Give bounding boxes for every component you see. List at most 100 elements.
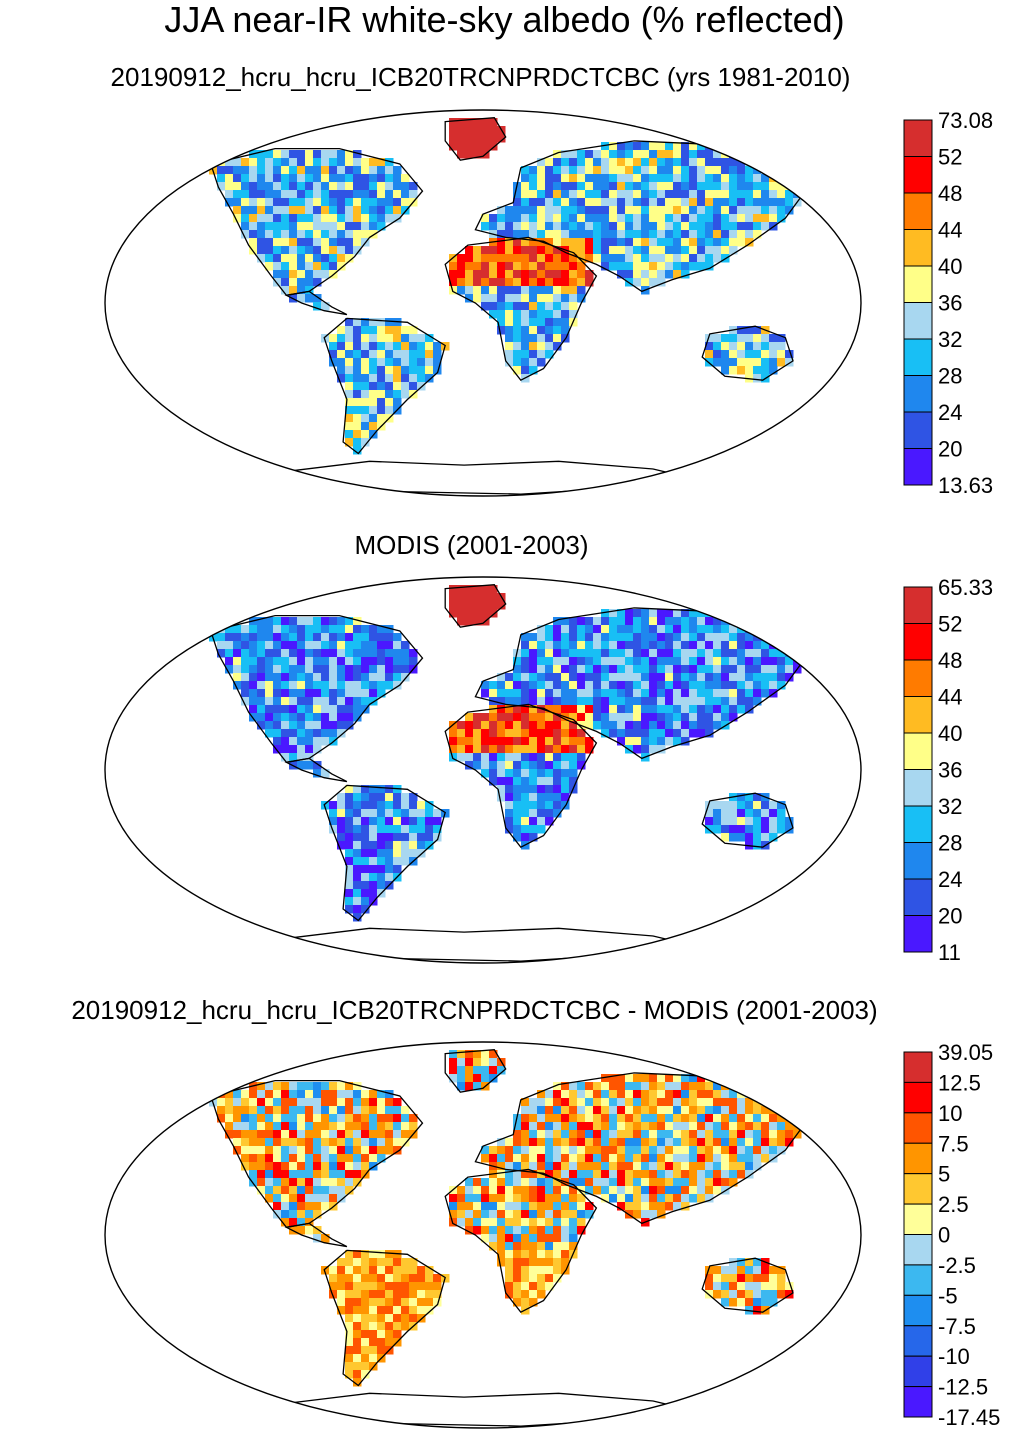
figure-title: JJA near-IR white-sky albedo (% reflecte… (164, 0, 845, 40)
colorbar-label: -10 (938, 1344, 970, 1369)
colorbar-label: 32 (938, 327, 962, 352)
coastline-north-america (209, 614, 424, 764)
panel-1-map: 73.08 52 48 44 40 36 32 28 24 20 13.63 (104, 108, 993, 498)
colorbar-swatch (903, 1234, 933, 1266)
coastline-europe-asia (474, 140, 809, 293)
panel-2-map: 65.33 52 48 44 40 36 32 28 24 20 11 (104, 575, 993, 965)
colorbar-swatch (903, 623, 933, 661)
coastline-greenland (444, 1049, 507, 1093)
colorbar-swatch (903, 411, 933, 449)
colorbar-swatch (903, 1051, 933, 1083)
colorbar-swatch (903, 878, 933, 916)
colorbar-swatch (903, 696, 933, 734)
colorbar-label: -2.5 (938, 1253, 976, 1278)
colorbar-swatch (903, 1081, 933, 1114)
colorbar-label: -12.5 (938, 1375, 988, 1400)
map-data-grid (209, 585, 810, 922)
panel-3-subtitle: 20190912_hcru_hcru_ICB20TRCNPRDCTCBC - M… (71, 995, 878, 1025)
map-data-grid (209, 118, 810, 455)
coastline-europe-asia (474, 1072, 809, 1225)
coastline-africa (444, 236, 598, 382)
coastline-south-america (323, 317, 446, 455)
colorbar-label: 48 (938, 181, 962, 206)
colorbar: 39.05 12.5 10 7.5 5 2.5 0 -2.5 -5 -7.5 -10 -12.5 -17… (903, 1040, 1000, 1430)
coastline-central-america (284, 290, 348, 316)
colorbar-swatch (903, 1264, 933, 1296)
coastline-central-america (284, 757, 348, 783)
colorbar-label: 7.5 (938, 1131, 969, 1156)
colorbar-label: -5 (938, 1283, 958, 1308)
coastline-south-america (323, 1249, 446, 1387)
colorbar-label: 10 (938, 1101, 962, 1126)
colorbar-label: 13.63 (938, 473, 993, 498)
colorbar-label: 28 (938, 831, 962, 856)
colorbar-swatch (903, 375, 933, 413)
colorbar-label: 44 (938, 218, 962, 243)
colorbar-swatch (903, 1386, 933, 1418)
colorbar-swatch (903, 1142, 933, 1175)
panel-2-subtitle: MODIS (2001-2003) (354, 530, 589, 560)
colorbar-label: 36 (938, 758, 962, 783)
colorbar-swatch (903, 1355, 933, 1388)
colorbar-swatch (903, 119, 933, 157)
colorbar-label: 20 (938, 904, 962, 929)
panel-3-map: 39.05 12.5 10 7.5 5 2.5 0 -2.5 -5 -7.5 -10 -12.5 -17… (104, 1040, 1000, 1430)
colorbar-swatch (903, 302, 933, 340)
colorbar-label: 11 (938, 940, 961, 965)
coastline-central-america (284, 1222, 348, 1248)
panel-1-subtitle: 20190912_hcru_hcru_ICB20TRCNPRDCTCBC (yr… (110, 62, 851, 92)
coastline-africa (444, 1168, 598, 1314)
colorbar-swatch (903, 842, 933, 880)
colorbar-swatch (903, 192, 933, 230)
colorbar-swatch (903, 265, 933, 303)
colorbar-swatch (903, 338, 933, 376)
colorbar-label: 40 (938, 254, 962, 279)
coastline-greenland (444, 117, 507, 161)
colorbar-swatch (903, 805, 933, 843)
colorbar-label: 52 (938, 145, 962, 170)
colorbar-label: 20 (938, 437, 962, 462)
map-data-grid (209, 1050, 810, 1387)
colorbar-swatch (903, 229, 933, 267)
coastline-north-america (209, 147, 424, 297)
colorbar-swatch (903, 1325, 933, 1357)
colorbar-label: -7.5 (938, 1314, 976, 1339)
colorbar-swatch (903, 1203, 933, 1235)
colorbar-swatch (903, 1173, 933, 1205)
map-border (104, 1041, 862, 1429)
coastline-greenland (444, 584, 507, 628)
colorbar-label: 40 (938, 721, 962, 746)
coastline-australia (701, 792, 794, 848)
colorbar-swatch (903, 769, 933, 807)
colorbar-swatch (903, 659, 933, 697)
colorbar-label: 73.08 (938, 108, 993, 133)
colorbar-label: 2.5 (938, 1192, 969, 1217)
colorbar-label: -17.45 (938, 1405, 1000, 1430)
coastline-australia (701, 1257, 794, 1313)
colorbar-swatch (903, 156, 933, 194)
colorbar-label: 48 (938, 648, 962, 673)
colorbar-label: 65.33 (938, 575, 993, 600)
coastline-south-america (323, 784, 446, 922)
colorbar-label: 36 (938, 291, 962, 316)
colorbar-label: 24 (938, 400, 962, 425)
colorbar-label: 24 (938, 867, 962, 892)
coastline-north-america (209, 1079, 424, 1229)
colorbar: 65.33 52 48 44 40 36 32 28 24 20 11 (903, 575, 993, 965)
colorbar-label: 5 (938, 1162, 950, 1187)
colorbar-swatch (903, 1112, 933, 1144)
colorbar-label: 44 (938, 685, 962, 710)
colorbar-swatch (903, 586, 933, 624)
coastline-australia (701, 325, 794, 381)
colorbar-swatch (903, 915, 933, 953)
colorbar: 73.08 52 48 44 40 36 32 28 24 20 13.63 (903, 108, 993, 498)
coastline-europe-asia (474, 607, 809, 760)
colorbar-swatch (903, 448, 933, 486)
colorbar-label: 32 (938, 794, 962, 819)
colorbar-label: 39.05 (938, 1040, 993, 1065)
coastline-africa (444, 703, 598, 849)
map-border (104, 109, 862, 497)
colorbar-label: 12.5 (938, 1070, 981, 1095)
colorbar-label: 52 (938, 612, 962, 637)
colorbar-label: 0 (938, 1223, 950, 1248)
